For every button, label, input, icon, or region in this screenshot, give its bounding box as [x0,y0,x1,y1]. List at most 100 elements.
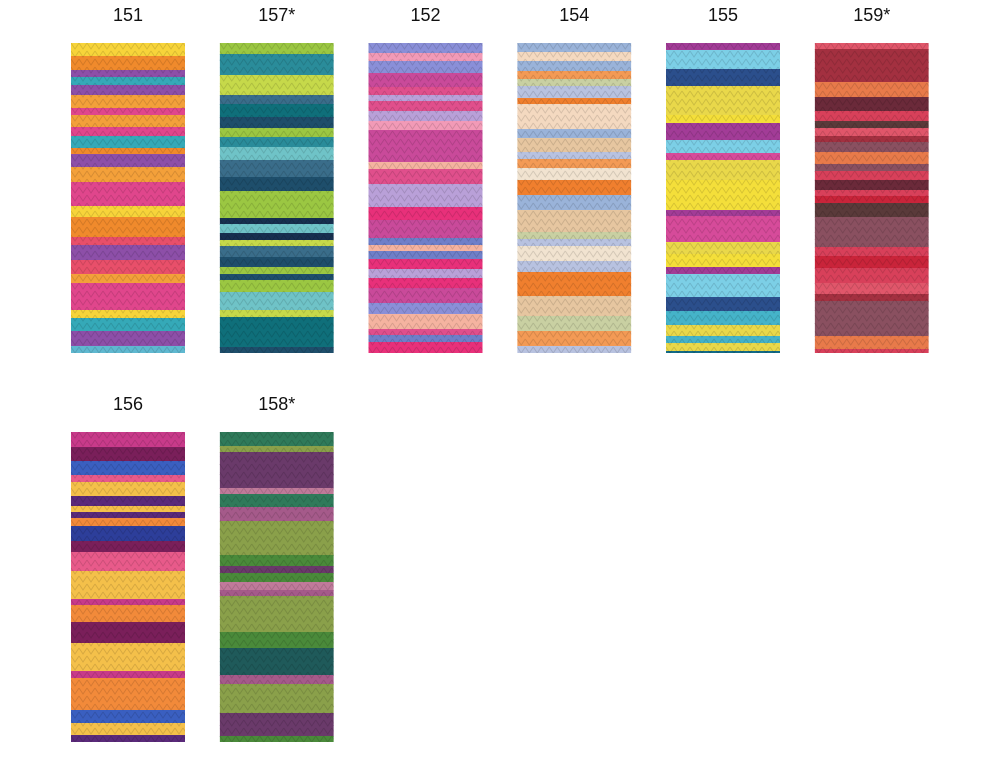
yarn-stripe [368,259,483,270]
yarn-stripe [219,147,334,155]
yarn-stripe [71,115,185,128]
knit-texture [71,695,185,703]
yarn-stripe [219,606,334,620]
yarn-stripe [219,75,334,87]
knit-texture [517,274,632,282]
yarn-stripe [666,69,780,81]
yarn-stripe [71,338,185,347]
knit-texture [71,663,185,671]
swatch[interactable]: 157* [219,5,340,357]
knit-texture [368,178,483,186]
knit-texture [814,58,929,66]
yarn-stripe [71,658,185,672]
yarn-stripe [71,636,185,644]
knit-texture [517,330,632,338]
yarn-stripe [368,95,483,102]
yarn-stripe [368,245,483,252]
swatch[interactable]: 156 [71,394,191,751]
knit-texture [219,575,334,583]
knit-texture [71,591,185,599]
yarn-stripe [71,482,185,497]
swatch-label: 156 [113,394,143,414]
knit-texture [517,90,632,98]
knit-texture [219,623,334,631]
swatch[interactable]: 154 [517,5,637,356]
knit-texture [666,194,780,202]
knit-texture [71,703,185,711]
yarn-stripe [71,191,185,207]
knit-texture [71,114,185,122]
knit-texture [517,306,632,314]
yarn-stripe [517,225,632,233]
yarn-stripe [368,329,483,336]
yarn-stripe [219,725,334,737]
knit-texture [517,58,632,66]
yarn-stripe [517,331,632,347]
yarn-stripe [368,121,483,131]
yarn-stripe [814,97,929,112]
knit-texture [666,74,780,82]
knit-texture [71,575,185,583]
yarn-stripe [814,294,929,302]
knit-texture [219,703,334,711]
swatch[interactable]: 155 [666,5,786,362]
knit-texture [517,130,632,138]
knit-texture [368,58,483,66]
yarn-stripe [517,246,632,262]
yarn-stripe [219,661,334,676]
yarn-stripe [814,349,929,353]
knit-texture [219,647,334,655]
knit-texture [71,455,185,463]
knit-texture [814,274,929,282]
yarn-stripe [368,169,483,185]
yarn-stripe [219,596,334,607]
knit-texture [666,242,780,250]
yarn-stripe [71,613,185,623]
knit-texture [219,719,334,727]
knit-texture [368,274,483,282]
yarn-stripe [814,49,929,63]
yarn-stripe [814,128,929,137]
knit-texture [71,631,185,639]
yarn-stripe [517,180,632,196]
yarn-stripe [219,582,334,591]
knit-texture [517,242,632,250]
knit-texture [71,43,185,50]
yarn-stripe [666,180,780,196]
swatch[interactable]: 151 [71,5,191,360]
knit-texture [71,559,185,567]
yarn-stripe [814,203,929,218]
knit-texture [219,503,334,511]
knit-texture [219,607,334,615]
yarn-stripe [71,671,185,679]
knit-texture [219,487,334,495]
knit-texture [666,250,780,258]
knit-texture [666,43,780,50]
knit-texture [219,463,334,471]
knit-texture [368,266,483,274]
swatch[interactable]: 152 [368,5,489,367]
yarn-stripe [71,692,185,703]
swatch[interactable]: 159* [814,5,935,360]
swatch[interactable]: 158* [219,394,340,743]
knit-texture [666,306,780,314]
yarn-stripe [219,639,334,649]
yarn-stripe [666,343,780,352]
yarn-stripe [517,239,632,247]
yarn-stripe [666,287,780,298]
knit-texture [517,66,632,74]
knit-texture [219,186,334,194]
yarn-stripe [517,121,632,130]
yarn-stripe [814,121,929,129]
knit-texture [71,583,185,591]
yarn-stripe [71,70,185,78]
yarn-stripe [219,713,334,726]
knit-texture [219,655,334,663]
knit-texture [517,210,632,218]
yarn-stripe [219,648,334,662]
yarn-stripe [71,710,185,724]
knit-texture [71,266,185,274]
knit-texture [71,210,185,218]
yarn-stripe [219,632,334,640]
knit-texture [368,43,483,50]
